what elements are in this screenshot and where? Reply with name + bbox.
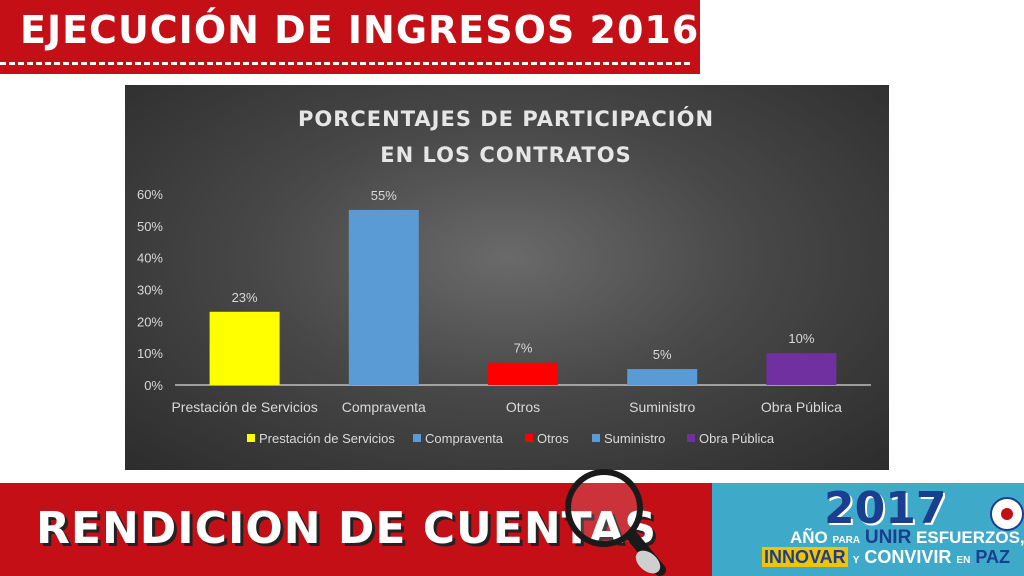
x-tick-label: Suministro xyxy=(629,399,695,415)
y-tick-label: 60% xyxy=(137,187,163,202)
legend-swatch xyxy=(413,434,421,442)
legend-entry: Prestación de Servicios xyxy=(259,431,395,446)
chart-title-line1: PORCENTAJES DE PARTICIPACIÓN xyxy=(298,106,714,131)
banner-year: 2017 xyxy=(824,483,947,534)
data-label: 7% xyxy=(514,341,533,356)
banner-word: PAZ xyxy=(975,547,1010,567)
data-label: 23% xyxy=(232,290,258,305)
y-tick-label: 50% xyxy=(137,219,163,234)
x-tick-label: Otros xyxy=(506,399,540,415)
x-tick-label: Obra Pública xyxy=(761,399,842,415)
y-tick-label: 40% xyxy=(137,251,163,266)
bar-2 xyxy=(348,209,419,385)
banner-slogan-line1: AÑO PARA UNIR ESFUERZOS, xyxy=(790,527,1024,549)
legend-entry: Otros xyxy=(537,431,569,446)
banner-word: UNIR xyxy=(864,527,912,548)
bar-5 xyxy=(766,353,837,385)
banner-word: AÑO xyxy=(790,528,828,547)
title-band: EJECUCIÓN DE INGRESOS 2016 xyxy=(0,0,700,74)
y-tick-label: 10% xyxy=(137,346,163,361)
chart-panel: PORCENTAJES DE PARTICIPACIÓN EN LOS CONTR… xyxy=(125,85,889,470)
seal-icon xyxy=(990,497,1024,531)
y-tick-label: 0% xyxy=(144,378,163,393)
banner-word: PARA xyxy=(832,535,861,546)
chart-title-line2: EN LOS CONTRATOS xyxy=(380,143,631,167)
banner-word: Y xyxy=(852,555,860,566)
bar-1 xyxy=(209,311,280,385)
x-tick-label: Compraventa xyxy=(342,399,426,415)
legend-entry: Obra Pública xyxy=(699,431,775,446)
y-tick-label: 30% xyxy=(137,283,163,298)
data-label: 5% xyxy=(653,347,672,362)
magnifier-icon xyxy=(565,469,666,576)
campaign-banner: 2017 AÑO PARA UNIR ESFUERZOS, INNOVAR Y … xyxy=(712,483,1024,576)
legend-swatch xyxy=(525,434,533,442)
legend-swatch xyxy=(592,434,600,442)
data-label: 10% xyxy=(788,331,814,346)
x-tick-label: Prestación de Servicios xyxy=(171,399,317,415)
legend-swatch xyxy=(687,434,695,442)
bar-chart: PORCENTAJES DE PARTICIPACIÓN EN LOS CONTR… xyxy=(137,106,871,446)
title-dashed-rule xyxy=(0,62,690,65)
banner-word: EN xyxy=(956,555,971,566)
legend-swatch xyxy=(247,434,255,442)
page-title: EJECUCIÓN DE INGRESOS 2016 xyxy=(20,8,700,52)
legend-entry: Suministro xyxy=(604,431,665,446)
y-tick-label: 20% xyxy=(137,314,163,329)
legend-entry: Compraventa xyxy=(425,431,504,446)
banner-word: INNOVAR xyxy=(762,547,848,567)
bar-3 xyxy=(488,362,558,385)
banner-slogan-line2: INNOVAR Y CONVIVIR EN PAZ xyxy=(762,547,1010,568)
banner-word: ESFUERZOS, xyxy=(916,528,1024,547)
footer-title: RENDICION DE CUENTAS xyxy=(36,503,658,554)
data-label: 55% xyxy=(371,188,397,203)
bar-4 xyxy=(627,369,698,385)
footer-band: RENDICION DE CUENTAS xyxy=(0,483,712,576)
banner-word: CONVIVIR xyxy=(864,547,952,567)
